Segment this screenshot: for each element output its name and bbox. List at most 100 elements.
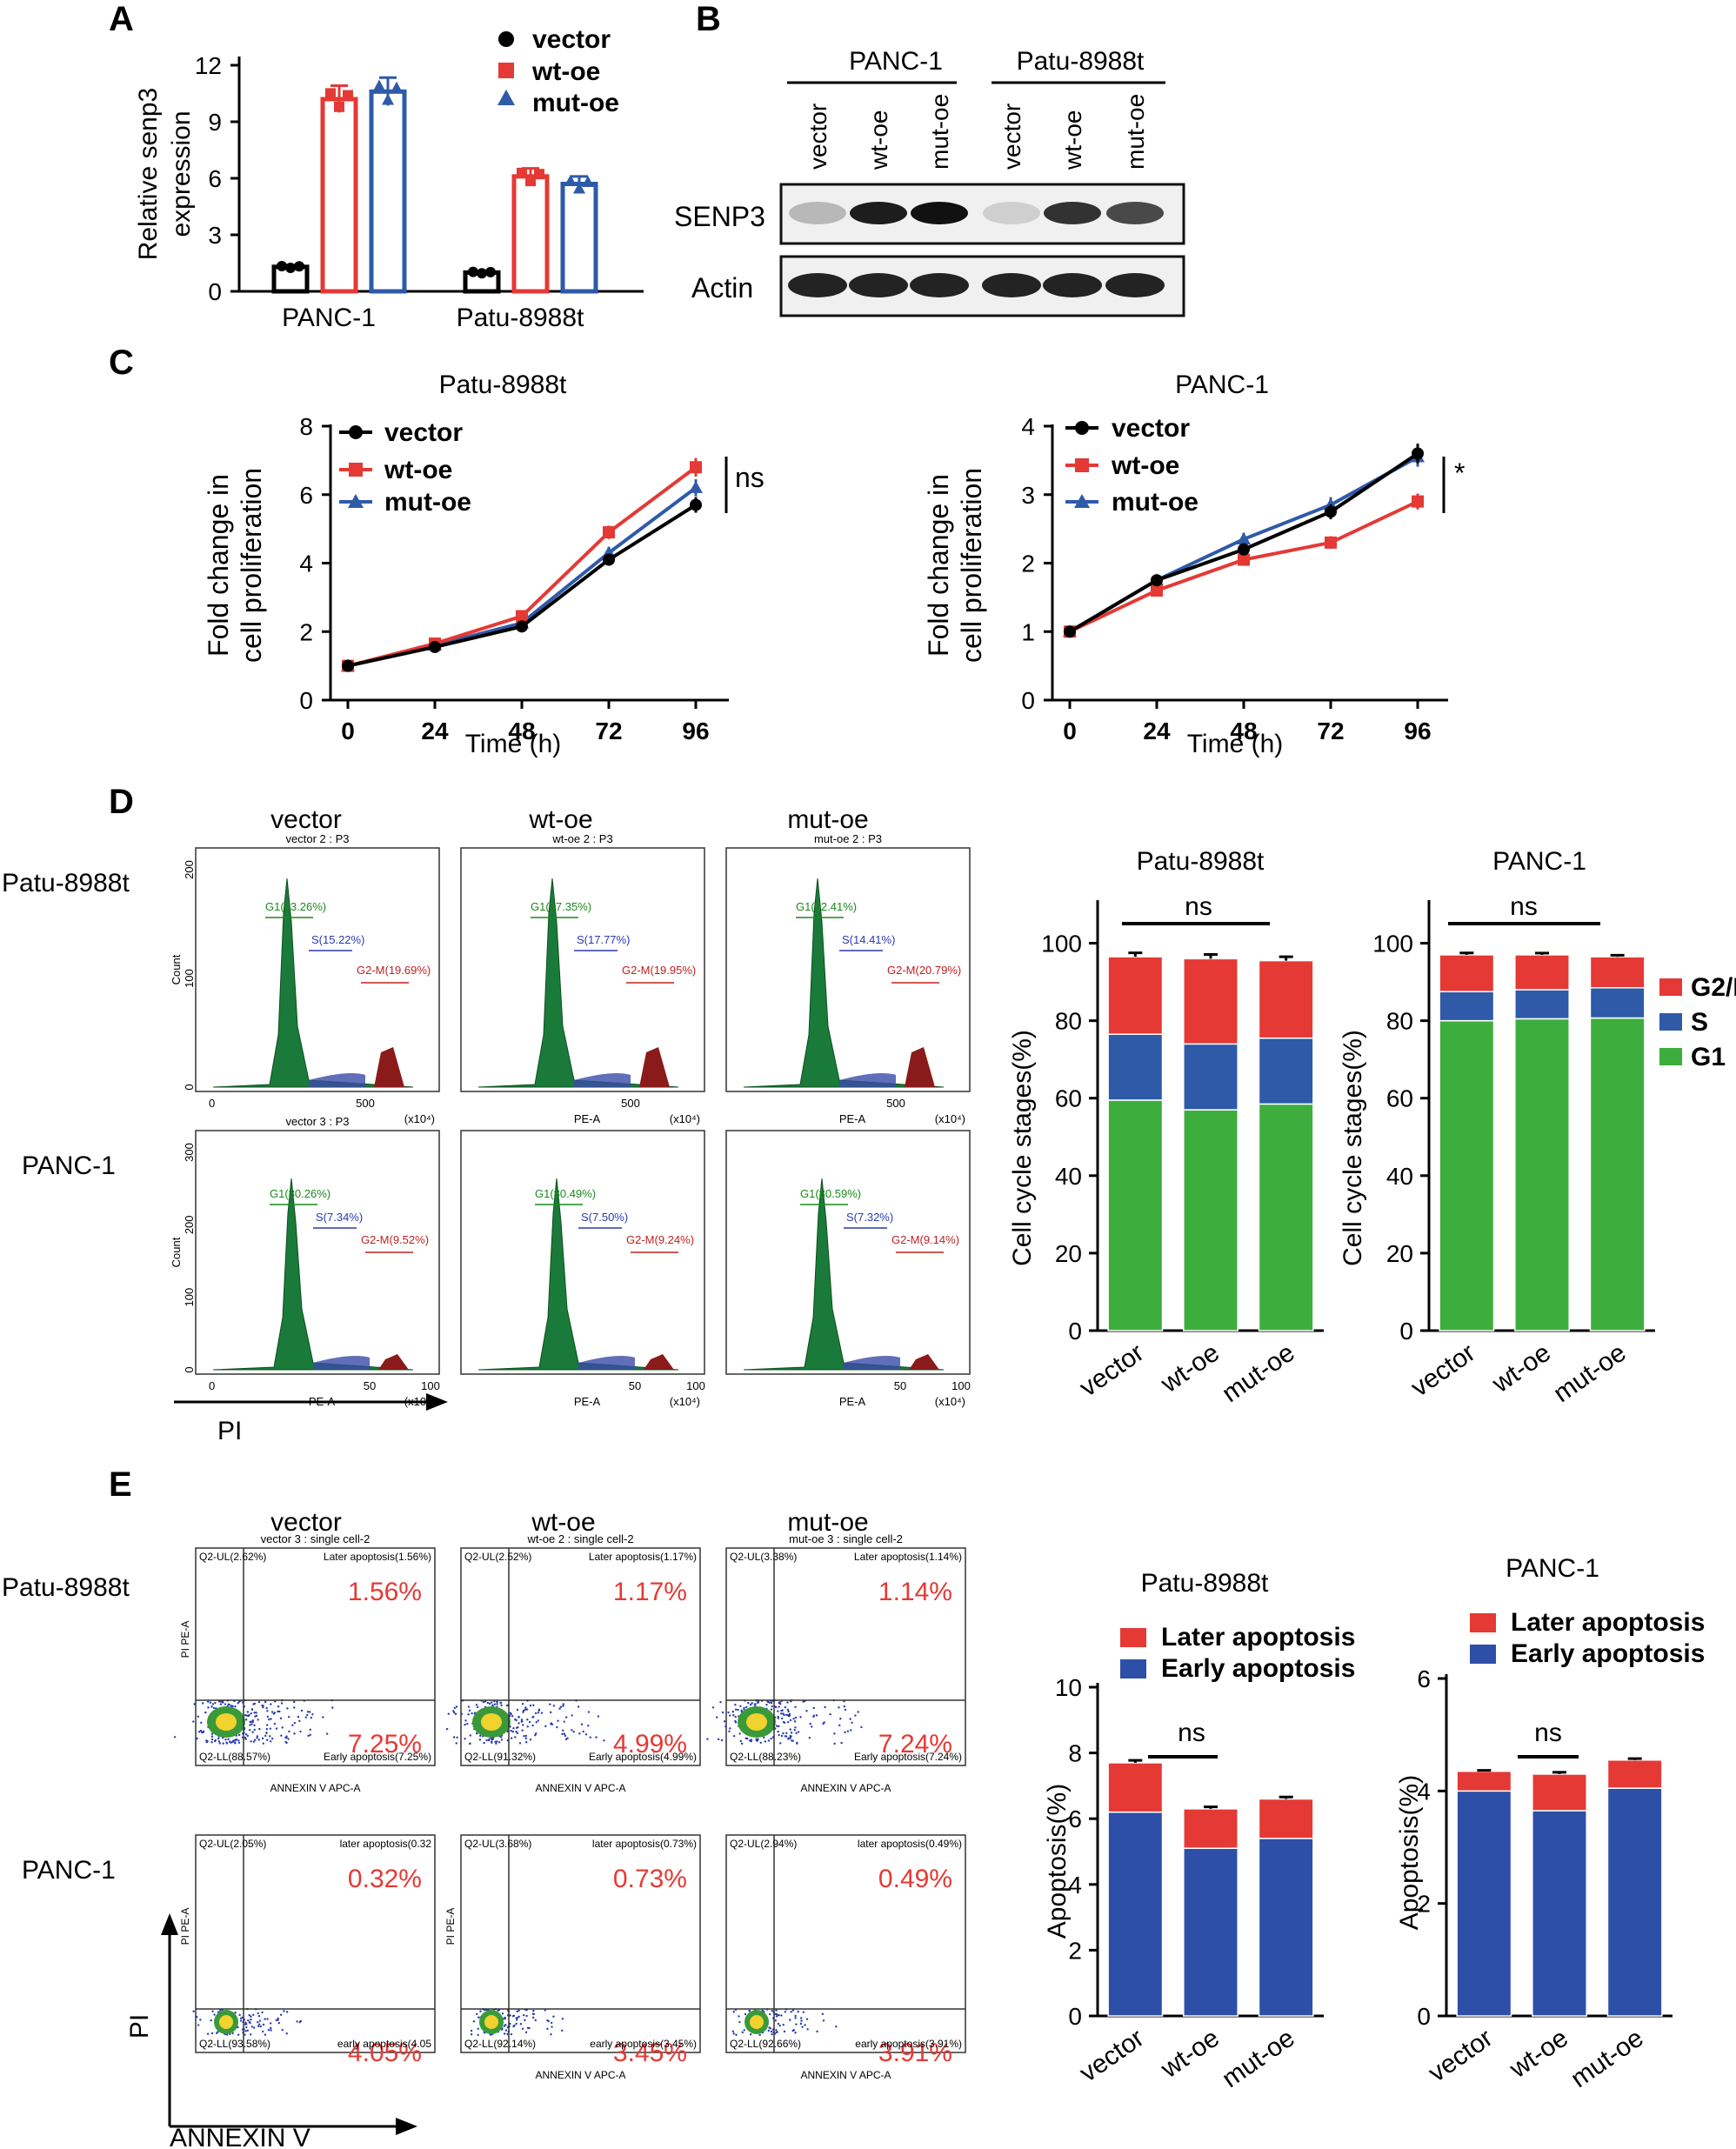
histogram-xtick: 50: [364, 1379, 376, 1392]
flow-event: [522, 1711, 524, 1713]
panel-c-left-sig: ns: [735, 462, 765, 493]
flow-event: [516, 2019, 518, 2021]
flow-event: [794, 2017, 797, 2019]
flow-event: [778, 1705, 780, 1708]
flow-event: [537, 1712, 540, 1714]
histogram-s-region: [844, 1356, 900, 1370]
flow-event: [734, 1703, 737, 1706]
blot-band-senp3: [911, 202, 968, 224]
flow-event: [495, 1742, 497, 1745]
panel-e-bar1-xtick: wt-oe: [1155, 2024, 1225, 2085]
flow-event: [566, 1737, 569, 1739]
flow-event: [790, 2011, 792, 2013]
quadrant-ul-label: Q2-UL(2.94%): [730, 1838, 797, 1850]
flow-event: [753, 1703, 756, 1705]
panel-d-bar1-xtick: vector: [1074, 1338, 1149, 1403]
flow-event: [770, 1701, 773, 1705]
quadrant-ll-label: Q2-LL(93.58%): [199, 2038, 270, 2050]
flow-event: [250, 1740, 252, 1743]
histogram-xtick: 500: [356, 1097, 375, 1110]
flow-event: [778, 1733, 780, 1737]
flow-event: [257, 2025, 260, 2028]
histogram-ytick: 100: [183, 1288, 196, 1307]
flow-event: [799, 2022, 803, 2026]
flow-event: [518, 1742, 522, 1745]
flow-event: [477, 2016, 480, 2019]
histogram-ytick: 0: [183, 1366, 196, 1372]
panel-d-bar1-ytick: 80: [1055, 1008, 1082, 1035]
panel-c-left-title: Patu-8988t: [439, 370, 567, 399]
histogram-subtitle: mut-oe 2 : P3: [814, 832, 882, 845]
late-apoptosis-value: 0.49%: [878, 1865, 952, 1893]
flow-subtitle: vector 3 : single cell-2: [261, 1532, 371, 1545]
flow-event: [270, 2026, 272, 2030]
flow-event: [460, 1712, 464, 1715]
flow-event: [455, 1742, 457, 1745]
flow-event: [729, 1714, 731, 1717]
flow-event: [775, 2029, 778, 2032]
flow-event: [537, 1708, 541, 1712]
histogram-s-region: [574, 1073, 631, 1087]
flow-event: [556, 1725, 558, 1729]
histogram-ytick: 100: [183, 969, 196, 988]
flow-event: [244, 2023, 247, 2026]
histogram-xtick: 100: [686, 1379, 705, 1392]
panel-d-bar1-ytick: 0: [1068, 1318, 1082, 1345]
flow-event: [795, 1732, 798, 1734]
flow-event: [477, 1705, 479, 1709]
flow-ylabel: PI PE-A: [444, 1908, 457, 1945]
flow-event: [197, 1731, 201, 1733]
flow-event: [783, 2030, 786, 2033]
flow-event: [514, 1718, 517, 1721]
flow-event: [561, 2029, 564, 2032]
flow-event: [250, 1723, 253, 1725]
panel-a-point: [277, 260, 287, 271]
flow-event: [491, 1738, 494, 1740]
flow-event: [230, 1705, 233, 1708]
flow-event: [173, 1736, 177, 1739]
histogram-g2m-peak: [374, 1047, 404, 1087]
flow-event: [782, 2024, 785, 2026]
flow-event: [262, 2030, 264, 2033]
flow-event: [781, 1709, 784, 1712]
blot-band-senp3: [1106, 202, 1164, 224]
blot-group-patu: Patu-8988t: [1017, 47, 1145, 76]
flow-event: [540, 1712, 544, 1714]
panel-c-point: [1064, 625, 1076, 638]
panel-a-point: [325, 88, 336, 99]
flow-event: [749, 1703, 752, 1706]
flow-event: [248, 1713, 250, 1717]
flow-event: [561, 1732, 564, 1736]
flow-event: [219, 1703, 223, 1705]
panel-c-left-ylabel-1: Fold change in: [203, 474, 234, 657]
flow-event: [850, 1729, 852, 1732]
panel-c-right-legend: vector wt-oe mut-oe: [1065, 414, 1199, 517]
flow-event: [296, 2020, 298, 2023]
flow-event: [786, 1708, 790, 1712]
flow-event: [770, 1737, 772, 1740]
flow-event: [549, 1711, 552, 1714]
flow-event: [257, 1719, 259, 1721]
flow-event: [477, 2027, 479, 2030]
panel-c-point: [342, 659, 354, 672]
flow-event: [213, 2013, 216, 2016]
panel-e-bar1-bar-segment: [1183, 1847, 1239, 2017]
flow-event: [743, 2029, 745, 2032]
panel-c-series-line: [347, 503, 698, 668]
histogram-xtick: 100: [421, 1379, 440, 1392]
flow-event: [482, 1700, 485, 1704]
flow-event: [786, 1713, 790, 1717]
panel-label-c: C: [109, 344, 134, 382]
flow-event: [204, 1711, 207, 1714]
flow-event: [261, 2011, 264, 2014]
flow-event: [227, 1738, 230, 1741]
flow-event: [794, 1726, 797, 1729]
flow-event: [496, 1740, 498, 1743]
panel-c-xtick: 24: [1143, 717, 1171, 744]
flow-event: [207, 1700, 210, 1703]
flow-event: [274, 1700, 277, 1703]
flow-event: [251, 1720, 254, 1724]
flow-event: [526, 1719, 529, 1721]
flow-event: [205, 1739, 208, 1742]
panel-c-series-line: [1069, 499, 1419, 634]
